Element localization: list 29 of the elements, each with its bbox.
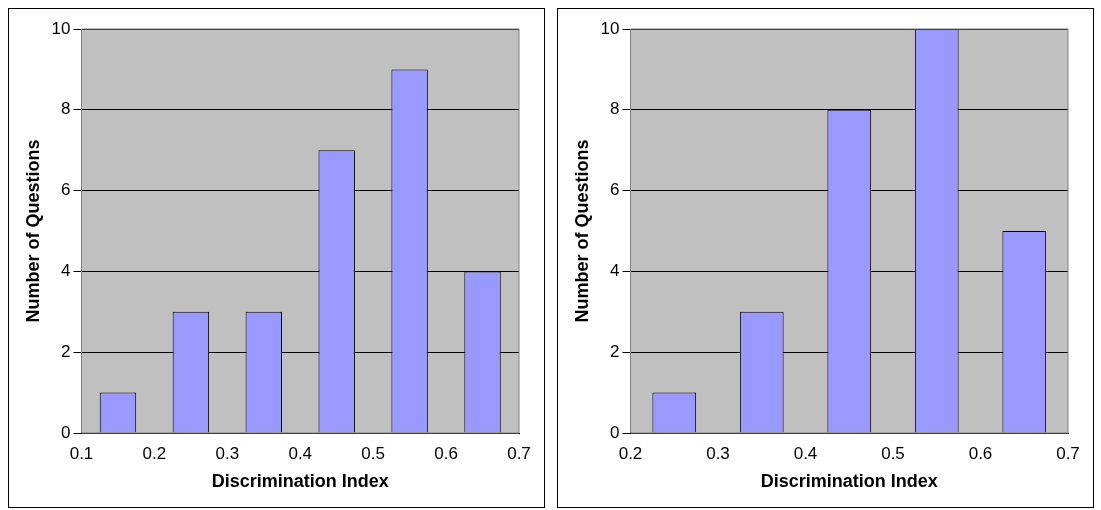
y-tick-label: 8 [61, 99, 71, 119]
y-tick-label: 10 [600, 18, 620, 38]
x-tick-label: 0.2 [618, 443, 643, 463]
y-tick-label: 0 [61, 422, 71, 442]
x-tick-label: 0.5 [881, 443, 905, 463]
x-axis-title: Discrimination Index [211, 471, 389, 492]
y-tick-label: 2 [61, 341, 71, 361]
y-tick-label: 6 [61, 180, 71, 200]
x-tick-label: 0.7 [507, 443, 531, 463]
x-tick-label: 0.1 [69, 443, 94, 463]
y-tick-label: 8 [610, 99, 620, 119]
x-tick-label: 0.6 [968, 443, 993, 463]
y-tick-label: 4 [61, 261, 71, 281]
y-tick-label: 10 [51, 18, 71, 38]
x-tick-label: 0.3 [706, 443, 730, 463]
x-tick-label: 0.6 [434, 443, 458, 463]
y-axis-title: Number of Questions [22, 139, 43, 323]
y-tick-label: 6 [610, 180, 620, 200]
x-tick-label: 0.3 [215, 443, 240, 463]
y-tick-label: 0 [610, 422, 620, 442]
y-axis-title: Number of Questions [571, 139, 592, 323]
x-tick-label: 0.4 [288, 443, 313, 463]
y-tick-label: 4 [610, 261, 620, 281]
x-axis-title: Discrimination Index [760, 471, 938, 492]
x-tick-label: 0.5 [361, 443, 385, 463]
y-tick-label: 2 [610, 341, 620, 361]
x-tick-label: 0.7 [1056, 443, 1080, 463]
x-tick-label: 0.2 [142, 443, 167, 463]
x-tick-label: 0.4 [793, 443, 818, 463]
